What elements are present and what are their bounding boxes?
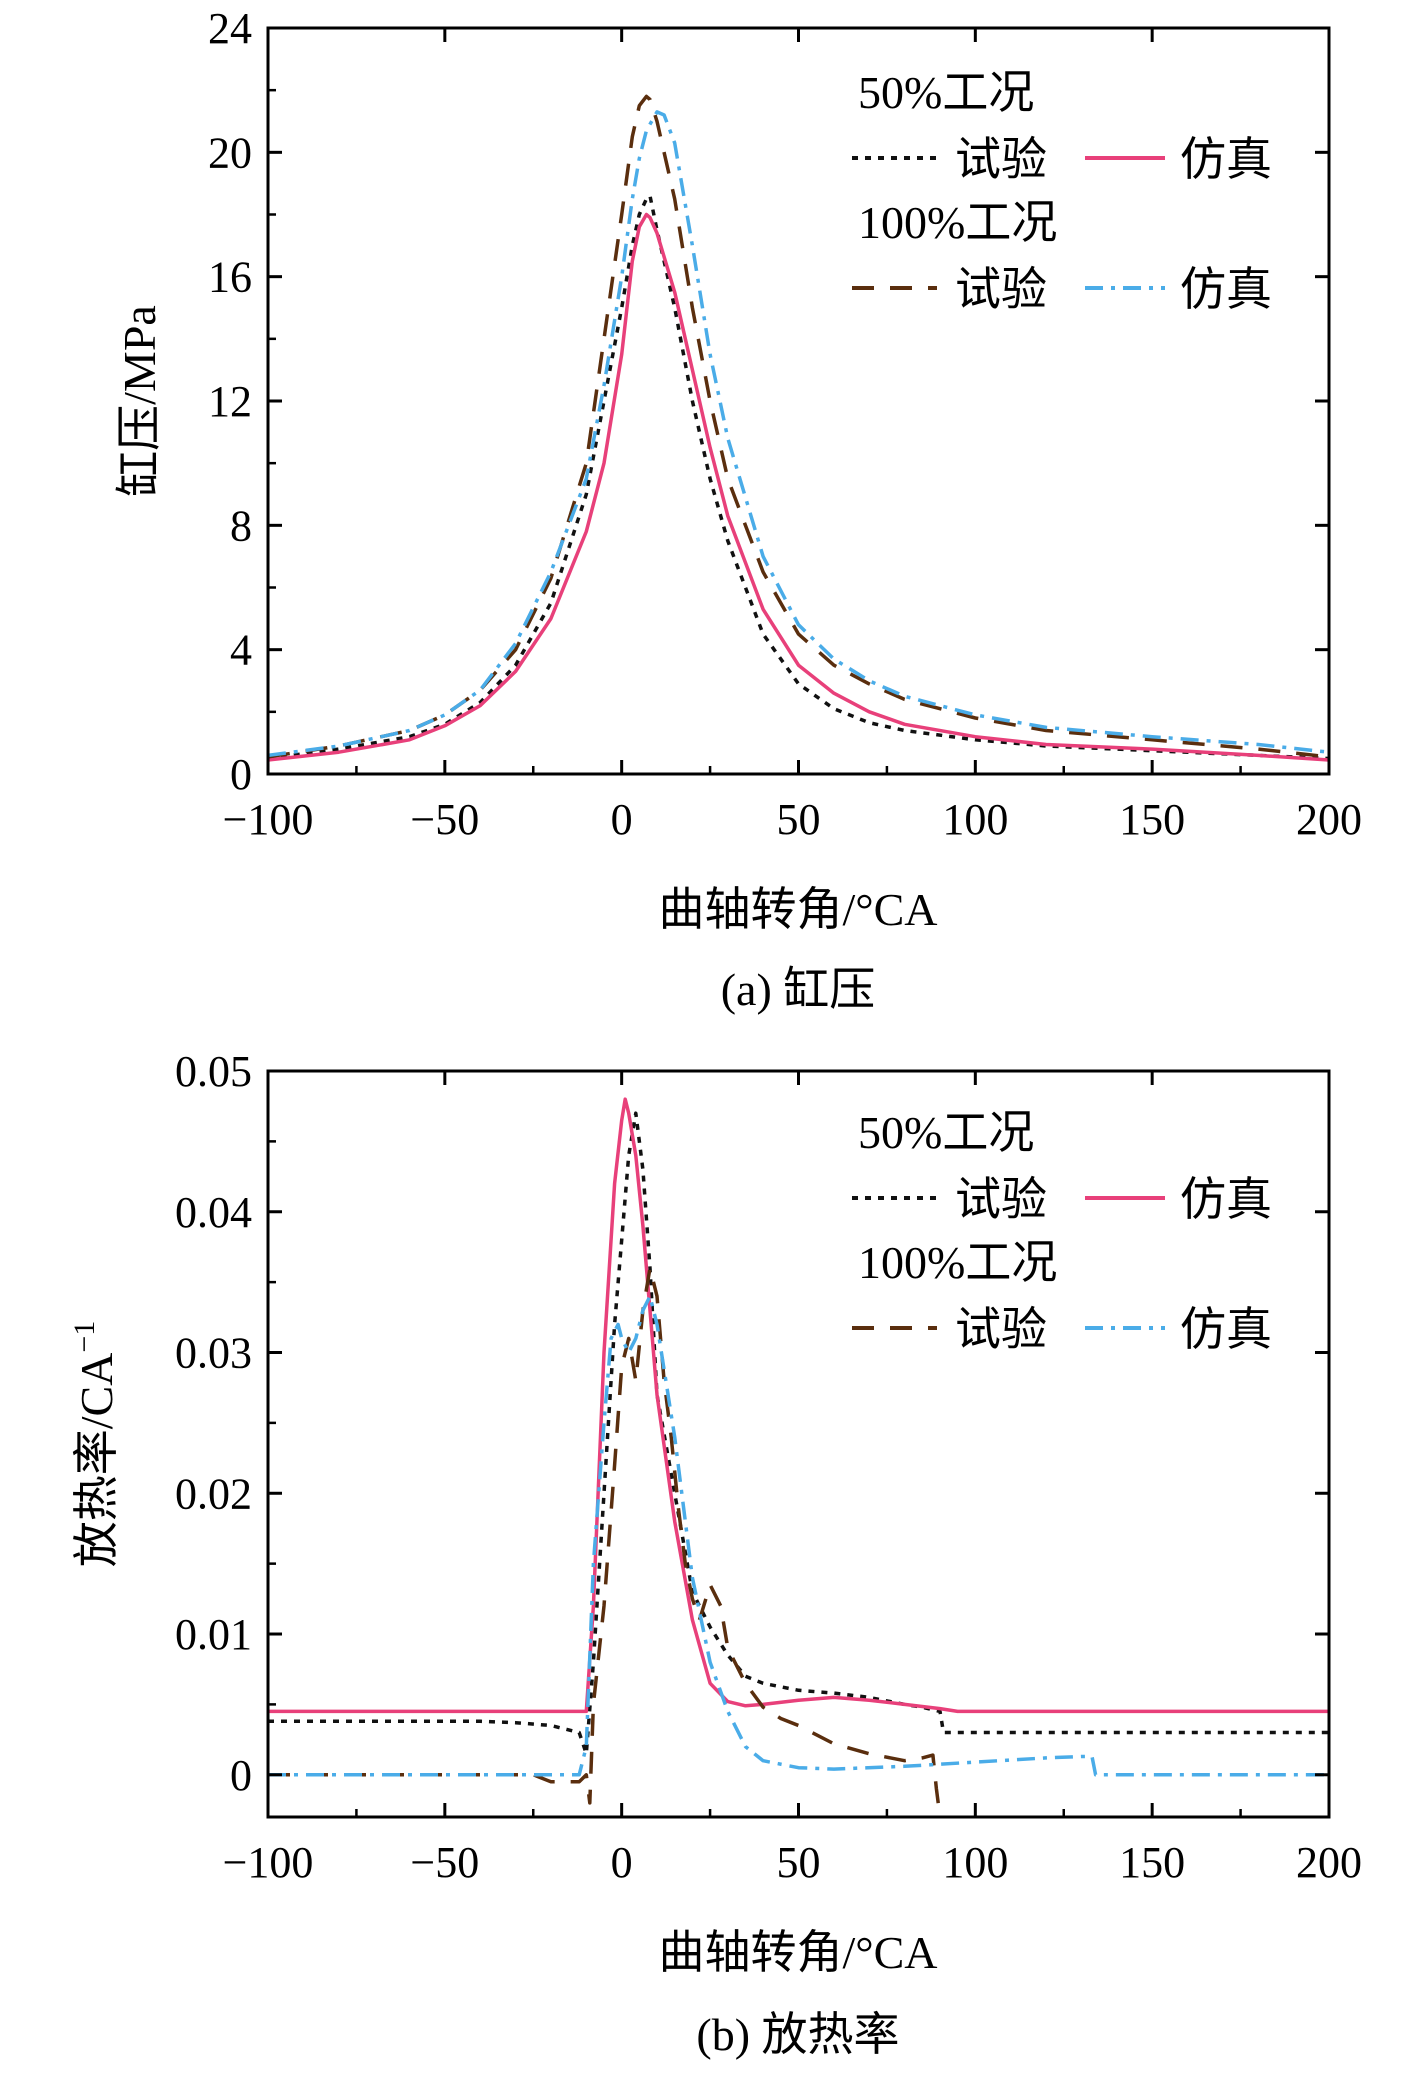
series-50-sim [267,212,1330,762]
plot-frame [266,1069,1331,1819]
y-tick-label: 16 [208,253,252,302]
y-tick-label: 0.02 [175,1469,252,1518]
x-tick-label: 150 [1119,1838,1185,1887]
y-axis-label: 缸压/MPa [114,305,165,497]
x-tick-label: −50 [410,1838,479,1887]
legend-label-50-test: 试验 [955,134,1047,185]
y-tick-label: 0.01 [175,1610,252,1659]
x-tick-label: −100 [223,795,314,844]
x-tick-label: 200 [1296,795,1362,844]
y-tick-label: 4 [230,626,252,675]
tick-layer: −100 −50 0 50 100 150 200 0 4 8 12 16 20 24 [208,4,1362,844]
legend-group-100-title: 100%工况 [858,197,1057,248]
y-tick-label: 8 [230,501,252,550]
y-tick-label: 0.05 [175,1047,252,1096]
x-tick-label: −100 [223,1838,314,1887]
panel-heat-release-rate: −100 −50 0 50 100 150 200 0 0.01 0.02 0.03 0.04 0.05… [68,1047,1362,2060]
x-tick-label: −50 [410,795,479,844]
x-tick-label: 50 [777,795,821,844]
plot-area: −100 −50 0 50 100 150 200 0 0.01 0.02 0.03 0.04 0.05 [175,1047,1362,1887]
panel-cylinder-pressure: −100 −50 0 50 100 150 200 0 4 8 12 16 20 24 缸压/MPa 曲轴… [114,4,1362,1015]
x-axis-label: 曲轴转角/°CA [658,1927,937,1978]
series-100-sim [267,110,1330,758]
x-tick-label: 0 [611,1838,633,1887]
y-axis-label-superscript: −1 [68,1321,101,1353]
legend-label-100-test: 试验 [955,264,1047,315]
series-layer [268,1097,1329,1818]
x-tick-label: 0 [611,795,633,844]
y-tick-label: 0 [230,1751,252,1800]
panel-caption: (a) 缸压 [721,964,876,1015]
legend-group-50-title: 50%工况 [858,67,1034,118]
panel-caption: (b) 放热率 [696,2009,899,2060]
legend-group-100-title: 100%工况 [858,1237,1057,1288]
y-tick-label: 0.03 [175,1329,252,1378]
series-100-sim [268,1294,1329,1777]
series-100-test [267,94,1330,759]
x-tick-label: 150 [1119,795,1185,844]
legend: 50%工况 试验 仿真 100%工况 试验 仿真 [852,1107,1272,1355]
legend-label-50-test: 试验 [955,1174,1047,1225]
legend-label-50-sim: 仿真 [1180,1174,1272,1225]
legend-group-50-title: 50%工况 [858,1107,1034,1158]
legend-label-100-sim: 仿真 [1180,264,1272,315]
legend-label-50-sim: 仿真 [1180,134,1272,185]
x-tick-label: 50 [777,1838,821,1887]
x-tick-label: 200 [1296,1838,1362,1887]
tick-layer: −100 −50 0 50 100 150 200 0 0.01 0.02 0.03 0.04 0.05 [175,1047,1362,1887]
series-50-sim [268,1097,1329,1714]
series-50-test [268,1111,1329,1756]
y-tick-label: 0.04 [175,1188,252,1237]
x-tick-label: 100 [942,1838,1008,1887]
y-axis-label: 放热率/CA−1 [68,1321,122,1568]
x-tick-label: 100 [942,795,1008,844]
y-tick-label: 20 [208,128,252,177]
plot-area: −100 −50 0 50 100 150 200 0 4 8 12 16 20 24 [208,4,1362,844]
legend-label-100-test: 试验 [955,1304,1047,1355]
series-50-test [267,194,1330,761]
legend: 50%工况 试验 仿真 100%工况 试验 仿真 [852,67,1272,315]
y-tick-label: 24 [208,4,252,53]
y-axis-label-text: 放热率/CA [71,1353,122,1568]
y-tick-label: 0 [230,750,252,799]
x-axis-label: 曲轴转角/°CA [658,884,937,935]
legend-label-100-sim: 仿真 [1180,1304,1272,1355]
series-layer [267,94,1330,762]
y-tick-label: 12 [208,377,252,426]
